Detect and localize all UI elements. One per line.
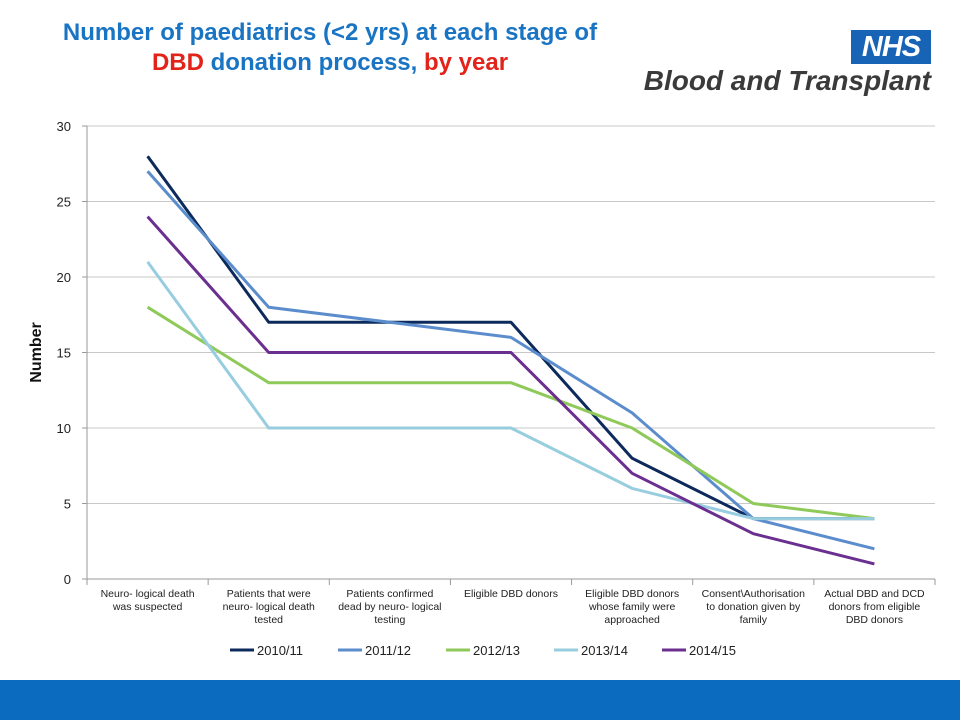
x-category-labels: Neuro- logical death was suspected Patient… bbox=[101, 588, 925, 626]
legend-label: 2014/15 bbox=[689, 643, 736, 658]
gridlines bbox=[82, 125, 936, 585]
chart-title-mid: donation process, bbox=[203, 49, 424, 76]
y-tick-label: 25 bbox=[57, 195, 71, 210]
y-tick-label: 20 bbox=[57, 270, 71, 285]
x-category-label: Patients that were neuro- logical death te… bbox=[223, 588, 315, 626]
x-category-label: Actual DBD and DCD donors from eligible DB… bbox=[824, 588, 925, 626]
y-tick-label: 30 bbox=[57, 119, 71, 134]
nhs-logo-box bbox=[851, 30, 931, 64]
x-category-label: Patients confirmed dead by neuro- logical… bbox=[338, 588, 441, 626]
chart-title: Number of paediatrics (<2 yrs) at each s… bbox=[10, 18, 650, 78]
x-category-label: Consent\Authorisation to donation given b… bbox=[702, 588, 805, 626]
nhs-logo-text: NHS bbox=[861, 31, 921, 63]
y-tick-label: 15 bbox=[57, 346, 71, 361]
legend: 2010/11 2011/12 2012/13 2013/14 2014/15 bbox=[230, 643, 736, 658]
legend-label: 2010/11 bbox=[257, 643, 303, 658]
series-line-2012-13 bbox=[146, 305, 875, 521]
x-category-label: Neuro- logical death was suspected bbox=[101, 588, 195, 613]
chart-title-line1: Number of paediatrics (<2 yrs) at each s… bbox=[62, 19, 598, 46]
legend-label: 2012/13 bbox=[473, 643, 520, 658]
y-tick-label: 10 bbox=[57, 421, 71, 436]
y-tick-label: 0 bbox=[64, 572, 71, 587]
series-lines bbox=[146, 155, 875, 566]
organisation-name: Blood and Transplant bbox=[643, 65, 931, 96]
series-line-2013-14 bbox=[146, 261, 875, 521]
legend-label: 2011/12 bbox=[365, 643, 411, 658]
y-axis-label: Number bbox=[28, 322, 45, 382]
nhsbt-logo: NHS Blood and Transplant bbox=[644, 30, 935, 100]
chart-title-by-year: by year bbox=[423, 49, 509, 76]
x-category-label: Eligible DBD donors whose family were appr… bbox=[585, 588, 679, 626]
chart-title-dbd: DBD bbox=[151, 49, 204, 76]
y-tick-label: 5 bbox=[64, 497, 71, 512]
chart-title-line2: DBD donation process, by year bbox=[10, 48, 650, 78]
footer-bar bbox=[0, 680, 960, 720]
series-line-2014-15 bbox=[146, 215, 875, 566]
series-line-2011-12 bbox=[146, 170, 875, 551]
y-tick-labels: 0 5 10 15 20 25 30 bbox=[57, 119, 71, 587]
legend-label: 2013/14 bbox=[581, 643, 628, 658]
x-category-label: Eligible DBD donors bbox=[464, 588, 558, 600]
